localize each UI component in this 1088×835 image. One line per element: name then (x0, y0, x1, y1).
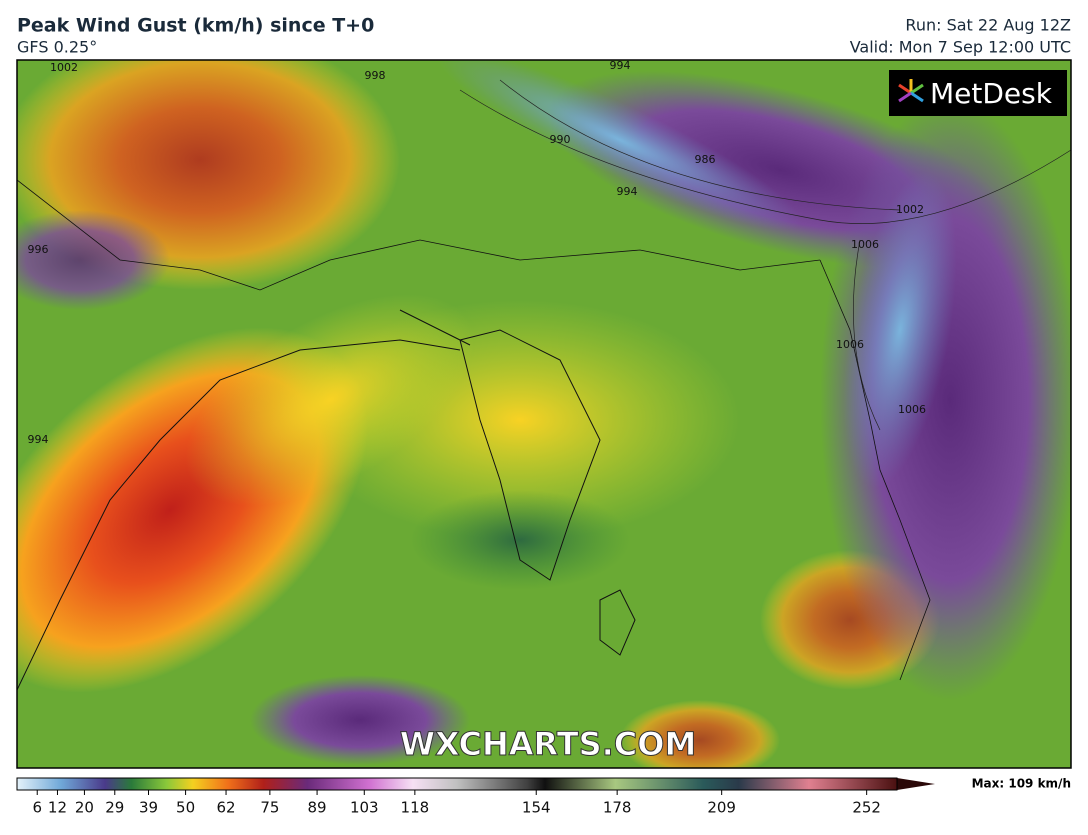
colorbar-arrow (897, 778, 935, 790)
model: GFS 0.25° (17, 38, 97, 57)
colorbar-tick-label: 209 (707, 799, 736, 817)
colorbar-tick-label: 39 (139, 799, 158, 817)
colorbar (16, 777, 898, 791)
colorbar-tick-label: 89 (308, 799, 327, 817)
max-label: Max: 109 km/h (972, 777, 1071, 791)
isobar-label: 986 (695, 153, 716, 166)
colorbar-tick-label: 75 (260, 799, 279, 817)
colorbar-tick-label: 154 (522, 799, 551, 817)
isobar-label: 1006 (898, 403, 926, 416)
title: Peak Wind Gust (km/h) since T+0 (17, 15, 374, 37)
colorbar-tick-label: 12 (48, 799, 67, 817)
colorbar-tick-label: 62 (216, 799, 235, 817)
isobar-label: 1002 (896, 203, 924, 216)
logo-box (889, 70, 1067, 116)
colorbar-tick-label: 252 (852, 799, 881, 817)
valid: Valid: Mon 7 Sep 12:00 UTC (850, 38, 1071, 57)
map-frame (16, 59, 1072, 769)
isobar-label: 994 (617, 185, 638, 198)
colorbar-tick-label: 29 (105, 799, 124, 817)
isobar-label: 990 (550, 133, 571, 146)
isobar-label: 1002 (50, 61, 78, 74)
isobar-label: 994 (28, 433, 49, 446)
isobar-label: 994 (610, 59, 631, 72)
isobar-label: 996 (28, 243, 49, 256)
run: Run: Sat 22 Aug 12Z (905, 16, 1071, 35)
colorbar-tick-label: 6 (32, 799, 42, 817)
colorbar-tick-label: 118 (401, 799, 430, 817)
colorbar-tick-label: 20 (75, 799, 94, 817)
colorbar-tick-label: 50 (176, 799, 195, 817)
watermark: WXCHARTS.COM (400, 725, 697, 763)
isobar-label: 1006 (836, 338, 864, 351)
isobar-label: 998 (365, 69, 386, 82)
isobar-label: 1006 (851, 238, 879, 251)
logo-icon (898, 79, 924, 103)
colorbar-tick-label: 178 (603, 799, 632, 817)
logo: MetDesk (930, 77, 1053, 110)
map (17, 60, 1071, 768)
colorbar-tick-label: 103 (350, 799, 379, 817)
